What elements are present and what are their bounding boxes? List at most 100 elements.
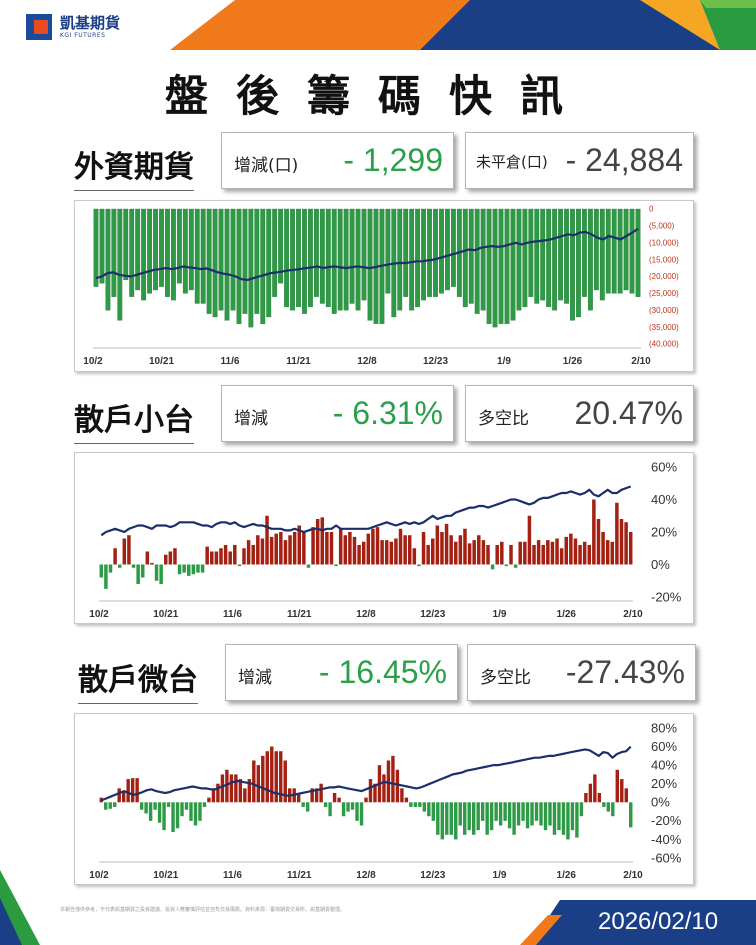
bar xyxy=(334,564,338,567)
bar xyxy=(126,779,130,803)
bar xyxy=(503,802,507,821)
bar xyxy=(539,802,543,826)
bar xyxy=(230,208,236,311)
bar xyxy=(575,802,579,838)
bar xyxy=(320,517,325,565)
bar xyxy=(463,802,467,835)
x-tick-label: 10/21 xyxy=(153,870,178,881)
bar xyxy=(307,208,313,308)
bar xyxy=(480,208,486,311)
bar xyxy=(182,208,188,294)
bar xyxy=(113,802,117,807)
bar xyxy=(541,545,545,565)
chart-foreign-futures-svg: 0 (5,000) (10,000) (15,000) (20,000) (25,000)… xyxy=(83,205,679,367)
bar xyxy=(337,208,343,311)
bar xyxy=(325,208,331,308)
open-interest-label: 未平倉(口) xyxy=(476,153,548,171)
y-tick-label: -20% xyxy=(651,589,682,604)
bar xyxy=(439,208,444,294)
bar xyxy=(225,769,229,803)
y-tick-label: 0 xyxy=(649,205,654,214)
bar xyxy=(180,802,184,817)
bar xyxy=(349,208,355,304)
bar xyxy=(555,538,559,565)
bar xyxy=(188,208,194,291)
bar xyxy=(159,208,164,287)
bar xyxy=(141,208,147,301)
bar xyxy=(584,793,588,803)
bar xyxy=(472,540,476,565)
bar xyxy=(615,502,619,565)
bar xyxy=(104,802,108,810)
bar xyxy=(418,802,422,807)
bar xyxy=(206,208,212,314)
bar xyxy=(207,797,211,803)
x-tick-label: 11/6 xyxy=(223,870,242,881)
bar xyxy=(382,774,386,803)
bar xyxy=(615,769,619,803)
bar xyxy=(523,541,527,565)
bar xyxy=(398,528,403,565)
bar xyxy=(587,545,592,565)
bar xyxy=(150,562,154,565)
bar xyxy=(145,551,150,565)
bar xyxy=(450,208,456,287)
bar xyxy=(210,551,214,565)
bar xyxy=(480,802,485,821)
bar xyxy=(139,802,144,810)
bar xyxy=(237,564,242,567)
bar xyxy=(346,802,350,812)
bar xyxy=(260,208,266,324)
bar xyxy=(593,208,599,291)
bar xyxy=(265,751,269,803)
bar xyxy=(319,783,323,803)
bar xyxy=(528,208,534,297)
bar xyxy=(355,208,361,311)
bar xyxy=(421,532,426,565)
bar xyxy=(635,208,641,297)
bar xyxy=(525,802,530,829)
bar xyxy=(532,545,536,565)
long-short-label: 多空比 xyxy=(478,409,529,429)
y-tick-label: (25,000) xyxy=(649,289,679,298)
bar xyxy=(306,564,311,568)
bar xyxy=(462,208,468,308)
bar xyxy=(467,543,472,565)
bar xyxy=(373,783,377,803)
long-short-ratio-box: 多空比 20.47% xyxy=(465,385,694,442)
x-tick-label: 11/6 xyxy=(223,609,242,620)
bar xyxy=(175,802,180,829)
report-date: 2026/02/10 xyxy=(598,908,719,935)
bar xyxy=(176,208,182,284)
bar xyxy=(99,564,104,578)
bar xyxy=(407,535,412,565)
bar xyxy=(223,545,228,565)
bar xyxy=(182,564,186,573)
bar xyxy=(218,208,224,311)
bar xyxy=(283,540,288,565)
section-title-foreign-futures: 外資期貨 xyxy=(74,142,194,191)
bar xyxy=(573,538,578,565)
trend-line xyxy=(95,227,639,282)
bar xyxy=(516,802,521,826)
bar xyxy=(159,564,163,584)
x-tick-label: 2/10 xyxy=(631,356,651,367)
bar xyxy=(366,533,371,565)
brand-logo-mark xyxy=(26,14,52,40)
bar xyxy=(564,536,568,565)
bar xyxy=(348,532,352,565)
bar xyxy=(135,778,139,803)
bar xyxy=(620,779,624,803)
bar xyxy=(328,802,332,817)
bar xyxy=(395,769,400,803)
bar xyxy=(548,802,552,826)
bar xyxy=(601,532,605,565)
y-tick-label: (40,000) xyxy=(649,340,679,349)
bar xyxy=(198,802,202,821)
bar xyxy=(504,208,510,324)
bar xyxy=(521,802,525,821)
bar xyxy=(274,533,278,565)
bar xyxy=(509,545,513,565)
bar xyxy=(403,535,407,565)
bar xyxy=(512,802,516,835)
